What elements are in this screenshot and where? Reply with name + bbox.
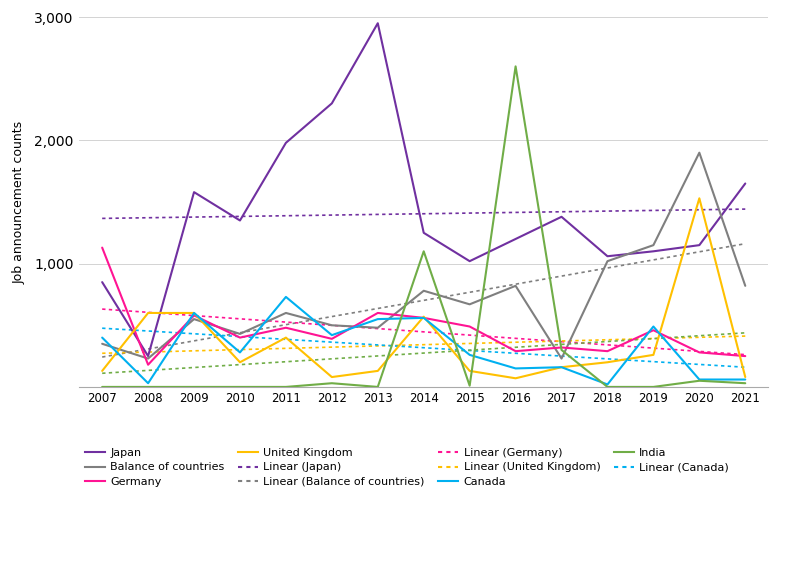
Legend: Japan, Balance of countries, Germany, United Kingdom, Linear (Japan), Linear (Ba: Japan, Balance of countries, Germany, Un…: [85, 448, 729, 487]
Y-axis label: Job announcement counts: Job announcement counts: [13, 121, 26, 283]
